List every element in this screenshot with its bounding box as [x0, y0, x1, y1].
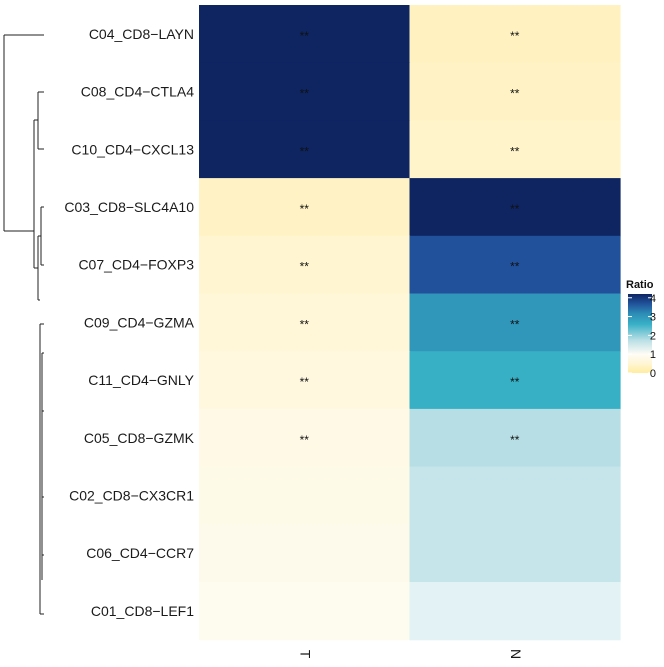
heatmap-cell — [199, 120, 411, 179]
legend-colorbar — [628, 294, 652, 373]
heatmap-cell — [199, 293, 411, 352]
legend-tick-label: 1 — [650, 349, 656, 361]
row-label: C08_CD4−CTLA4 — [81, 84, 194, 100]
heatmap-cells — [199, 5, 621, 641]
legend-tick-label: 3 — [650, 312, 656, 324]
row-label: C04_CD8−LAYN — [89, 26, 194, 42]
legend-title: Ratio — [626, 279, 654, 291]
heatmap-cell — [409, 120, 621, 179]
legend-ticks: 0 1 2 3 4 — [628, 293, 656, 380]
legend-tick-label: 4 — [650, 293, 656, 305]
row-label: C11_CD4−GNLY — [88, 372, 194, 388]
significance-marks: ** ** ** ** ** ** ** ** ** ** ** ** ** ** ** ** — [300, 29, 520, 447]
column-label: T — [298, 650, 314, 659]
heatmap-cell — [199, 582, 411, 641]
significance-mark: ** — [510, 202, 520, 216]
row-label: C03_CD8−SLC4A10 — [64, 199, 194, 215]
legend-tick-label: 2 — [650, 330, 656, 342]
row-dendrogram — [3, 34, 44, 615]
significance-mark: ** — [510, 144, 520, 158]
row-label: C01_CD8−LEF1 — [91, 603, 194, 619]
heatmap-cell — [409, 524, 621, 583]
significance-mark: ** — [300, 29, 310, 43]
row-label: C09_CD4−GZMA — [84, 314, 195, 330]
heatmap-cell — [199, 351, 411, 410]
heatmap-cell — [199, 524, 411, 583]
significance-mark: ** — [300, 144, 310, 158]
significance-mark: ** — [300, 202, 310, 216]
heatmap-cell — [409, 235, 621, 295]
heatmap-cell — [409, 293, 621, 352]
row-label: C10_CD4−CXCL13 — [71, 141, 194, 157]
heatmap-cell — [409, 408, 621, 468]
row-labels: C04_CD8−LAYN C08_CD4−CTLA4 C10_CD4−CXCL13 C… — [64, 26, 194, 619]
column-label: N — [508, 649, 524, 659]
heatmap-cell — [409, 466, 621, 525]
row-label: C05_CD8−GZMK — [84, 430, 195, 446]
heatmap-cell — [409, 5, 621, 64]
significance-mark: ** — [510, 433, 520, 447]
significance-mark: ** — [510, 317, 520, 331]
legend-tick-label: 0 — [650, 368, 656, 380]
significance-mark: ** — [300, 317, 310, 331]
significance-mark: ** — [300, 260, 310, 274]
heatmap-cell — [409, 351, 621, 410]
heatmap-cell — [199, 408, 411, 468]
significance-mark: ** — [300, 375, 310, 389]
color-legend: Ratio 0 1 2 3 4 — [626, 279, 656, 380]
significance-mark: ** — [510, 29, 520, 43]
heatmap-cell — [199, 235, 411, 295]
heatmap-cell — [409, 582, 621, 641]
significance-mark: ** — [300, 87, 310, 101]
heatmap-cell — [409, 62, 621, 121]
heatmap-cell — [199, 62, 411, 121]
heatmap-cell — [199, 466, 411, 525]
significance-mark: ** — [510, 375, 520, 389]
significance-mark: ** — [510, 87, 520, 101]
significance-mark: ** — [300, 433, 310, 447]
heatmap-cell — [199, 5, 411, 64]
significance-mark: ** — [510, 260, 520, 274]
row-label: C06_CD4−CCR7 — [86, 545, 194, 561]
heatmap-cell — [409, 178, 621, 237]
heatmap-cell — [199, 178, 411, 237]
row-label: C02_CD8−CX3CR1 — [69, 487, 194, 503]
row-label: C07_CD4−FOXP3 — [78, 257, 194, 273]
